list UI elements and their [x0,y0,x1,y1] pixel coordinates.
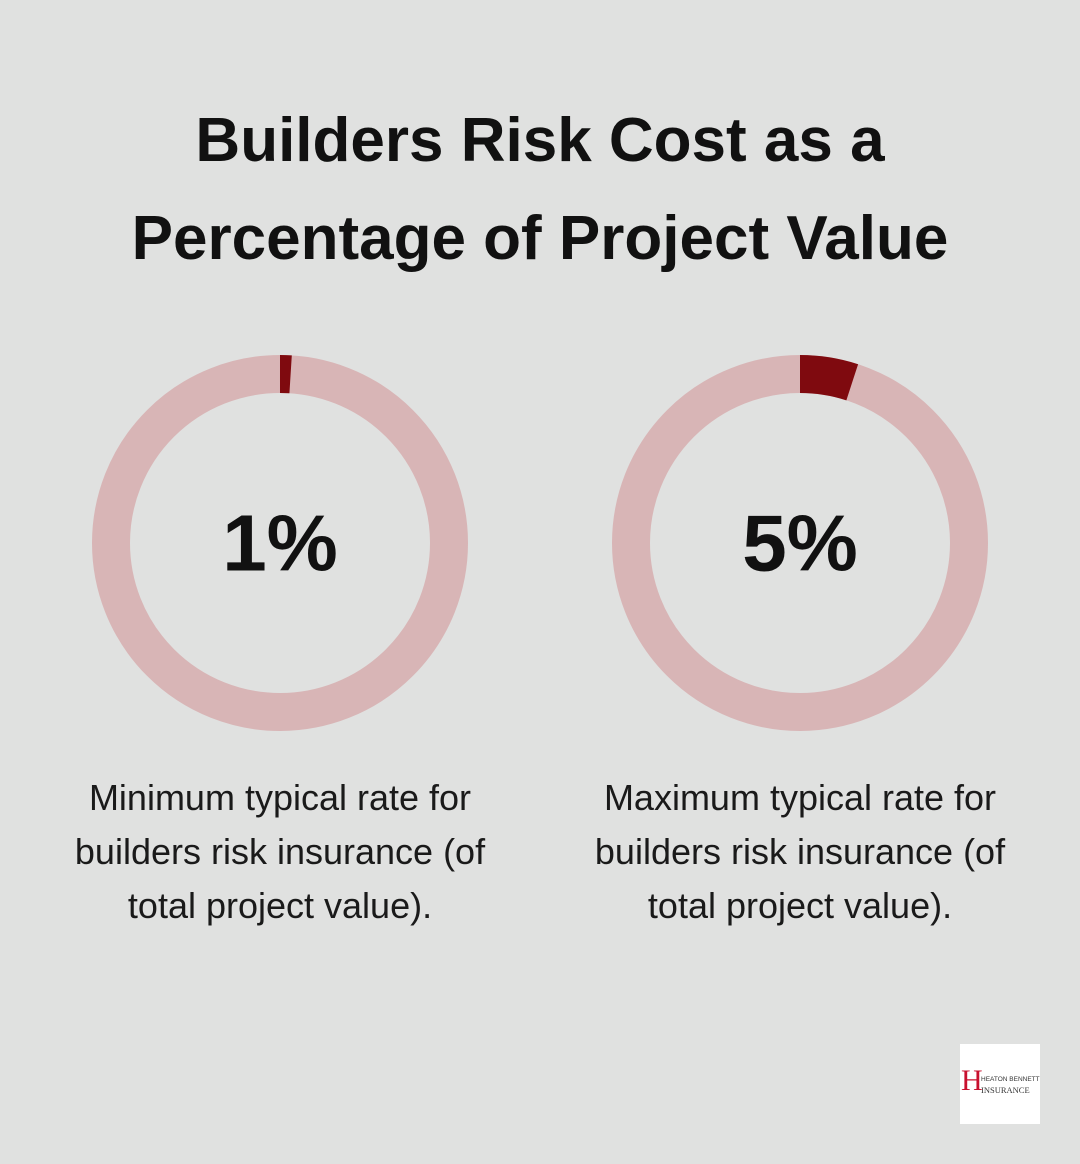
title: Builders Risk Cost as a Percentage of Pr… [131,106,949,273]
logo: H HEATON BENNETT INSURANCE [960,1044,1040,1124]
value-label: 1% [222,499,338,588]
logo-letter: H [961,1064,983,1097]
logo-line: INSURANCE [981,1085,1030,1095]
logo-line: HEATON BENNETT [981,1076,1040,1083]
donut-arc [799,355,859,401]
caption: Maximum typical rate for builders risk i… [594,777,1006,926]
value-label: 5% [742,499,858,588]
caption: Minimum typical rate for builders risk i… [74,777,486,926]
